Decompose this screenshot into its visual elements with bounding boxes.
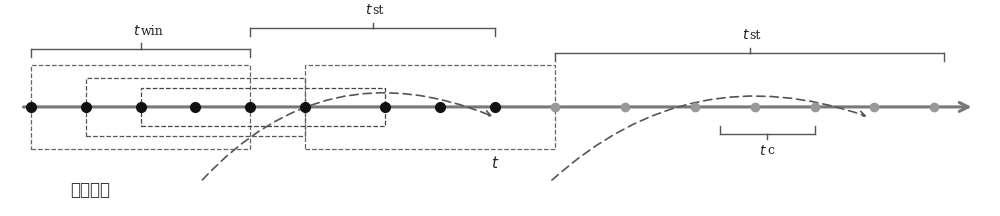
Text: 连续采样: 连续采样 bbox=[71, 181, 111, 199]
Text: st: st bbox=[750, 29, 761, 42]
Text: c: c bbox=[767, 145, 774, 157]
Text: win: win bbox=[141, 25, 163, 38]
Text: $t$: $t$ bbox=[365, 3, 373, 17]
Bar bbox=[141, 88, 385, 126]
Bar bbox=[31, 65, 250, 149]
Text: $t$: $t$ bbox=[491, 155, 499, 171]
Text: $t$: $t$ bbox=[742, 28, 750, 42]
Bar bbox=[305, 65, 555, 149]
Text: st: st bbox=[373, 4, 384, 17]
Text: $t$: $t$ bbox=[133, 24, 141, 38]
Text: $t$: $t$ bbox=[759, 145, 767, 159]
Bar bbox=[86, 78, 305, 136]
